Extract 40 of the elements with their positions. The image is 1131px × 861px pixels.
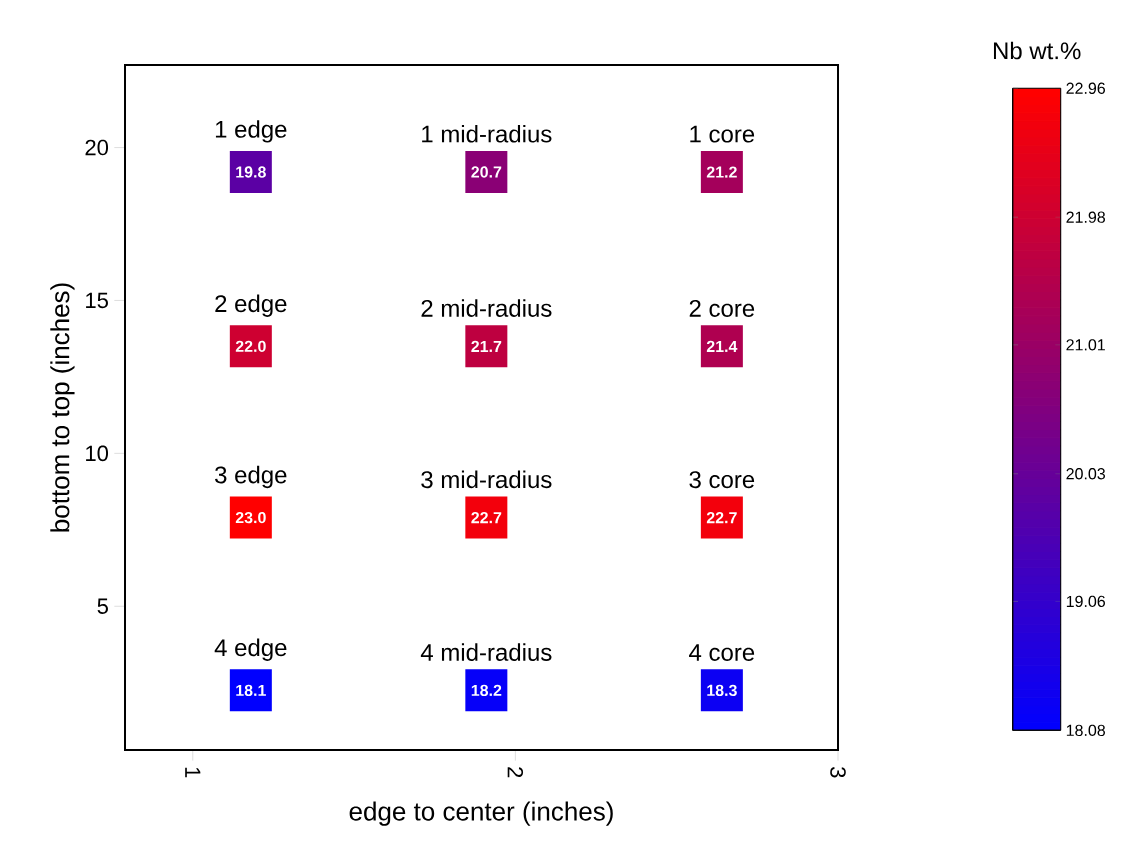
annotation: 21.2	[706, 166, 737, 178]
annotation: 3 core	[689, 471, 755, 489]
annotation: 1 core	[690, 125, 755, 143]
y-axis-title: bottom to top (inches)	[50, 283, 75, 532]
color-bar-label: 19.06	[1066, 595, 1105, 608]
y-tick-label: 20	[85, 139, 109, 156]
annotation: 22.7	[706, 512, 737, 524]
annotation: 3 edge	[215, 465, 287, 489]
annotation: 20.7	[471, 166, 502, 178]
annotation: 2 mid-radius	[421, 299, 552, 317]
color-bar-label: 22.96	[1066, 82, 1105, 94]
annotation: 23.0	[235, 511, 266, 524]
x-tick-label: 2	[507, 767, 524, 778]
annotation: 21.7	[471, 340, 502, 352]
y-tick-label: 5	[97, 598, 108, 614]
annotation: 21.4	[706, 340, 738, 352]
annotation: 4 core	[689, 644, 755, 661]
annotation: 19.8	[236, 166, 266, 178]
annotation: 1 edge	[215, 120, 287, 143]
x-axis-title: edge to center (inches)	[349, 801, 613, 826]
annotation: 3 mid-radius	[421, 470, 552, 489]
annotation: 1 mid-radius	[422, 124, 552, 143]
x-tick-label: 3	[830, 766, 846, 778]
color-bar-label: 21.98	[1066, 211, 1105, 223]
y-tick-label: 10	[86, 445, 109, 462]
annotation: 22.0	[235, 340, 266, 352]
annotation: 22.7	[471, 512, 502, 524]
y-tick-label: 15	[86, 292, 108, 309]
color-bar-label: 20.03	[1066, 468, 1105, 480]
annotation: 18.1	[236, 684, 266, 697]
color-bar-label: 21.01	[1066, 339, 1105, 351]
annotation: 4 mid-radius	[420, 643, 552, 661]
x-tick-label: 1	[185, 767, 201, 778]
annotation: 2 core	[689, 299, 755, 317]
annotation: 2 edge	[215, 294, 287, 317]
annotation: 18.3	[707, 684, 737, 697]
color-bar-title: Nb wt.%	[993, 41, 1081, 60]
annotation: 18.2	[471, 684, 502, 697]
annotation: 4 edge	[214, 638, 287, 661]
color-bar-label: 18.08	[1066, 724, 1105, 736]
